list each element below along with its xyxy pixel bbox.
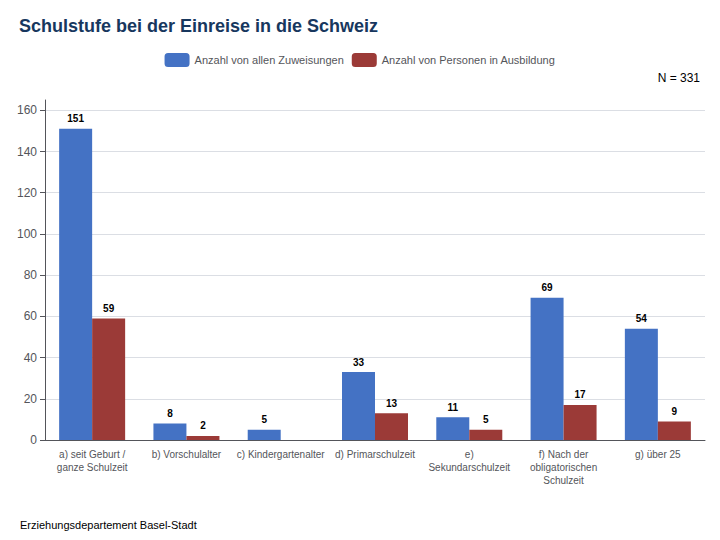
svg-text:17: 17: [575, 389, 587, 400]
svg-text:Anzahl von Personen in Ausbild: Anzahl von Personen in Ausbildung: [382, 54, 555, 66]
svg-text:5: 5: [261, 414, 267, 425]
svg-text:Schulstufe bei der Einreise in: Schulstufe bei der Einreise in die Schwe…: [19, 16, 378, 36]
svg-text:N = 331: N = 331: [658, 71, 701, 85]
svg-text:54: 54: [636, 313, 648, 324]
svg-text:Anzahl von allen Zuweisungen: Anzahl von allen Zuweisungen: [195, 54, 344, 66]
svg-text:d) Primarschulzeit: d) Primarschulzeit: [335, 449, 415, 460]
svg-text:ganze Schulzeit: ganze Schulzeit: [57, 462, 128, 473]
svg-text:a) seit Geburt /: a) seit Geburt /: [59, 449, 125, 460]
svg-text:13: 13: [386, 398, 398, 409]
svg-text:c) Kindergartenalter: c) Kindergartenalter: [237, 449, 325, 460]
svg-text:f) Nach der: f) Nach der: [539, 449, 589, 460]
svg-text:9: 9: [672, 406, 678, 417]
svg-text:11: 11: [447, 402, 458, 413]
svg-text:60: 60: [24, 309, 38, 323]
svg-text:151: 151: [67, 113, 84, 124]
svg-text:69: 69: [542, 282, 554, 293]
svg-text:e): e): [465, 449, 474, 460]
svg-text:Schulzeit: Schulzeit: [543, 475, 584, 486]
svg-text:Sekundarschulzeit: Sekundarschulzeit: [428, 462, 510, 473]
svg-text:5: 5: [483, 414, 489, 425]
svg-text:8: 8: [167, 408, 173, 419]
svg-text:20: 20: [24, 392, 38, 406]
svg-text:33: 33: [353, 357, 365, 368]
svg-text:80: 80: [24, 268, 38, 282]
svg-text:obligatorischen: obligatorischen: [530, 462, 597, 473]
svg-text:Erziehungsdepartement Basel-St: Erziehungsdepartement Basel-Stadt: [20, 519, 197, 531]
svg-text:40: 40: [24, 351, 38, 365]
svg-text:2: 2: [200, 420, 206, 431]
svg-text:120: 120: [17, 186, 37, 200]
svg-text:g) über 25: g) über 25: [635, 449, 681, 460]
svg-text:59: 59: [103, 303, 115, 314]
svg-text:b) Vorschulalter: b) Vorschulalter: [152, 449, 222, 460]
svg-text:140: 140: [17, 145, 37, 159]
svg-text:100: 100: [17, 227, 37, 241]
svg-text:0: 0: [30, 433, 37, 447]
svg-text:160: 160: [17, 103, 37, 117]
